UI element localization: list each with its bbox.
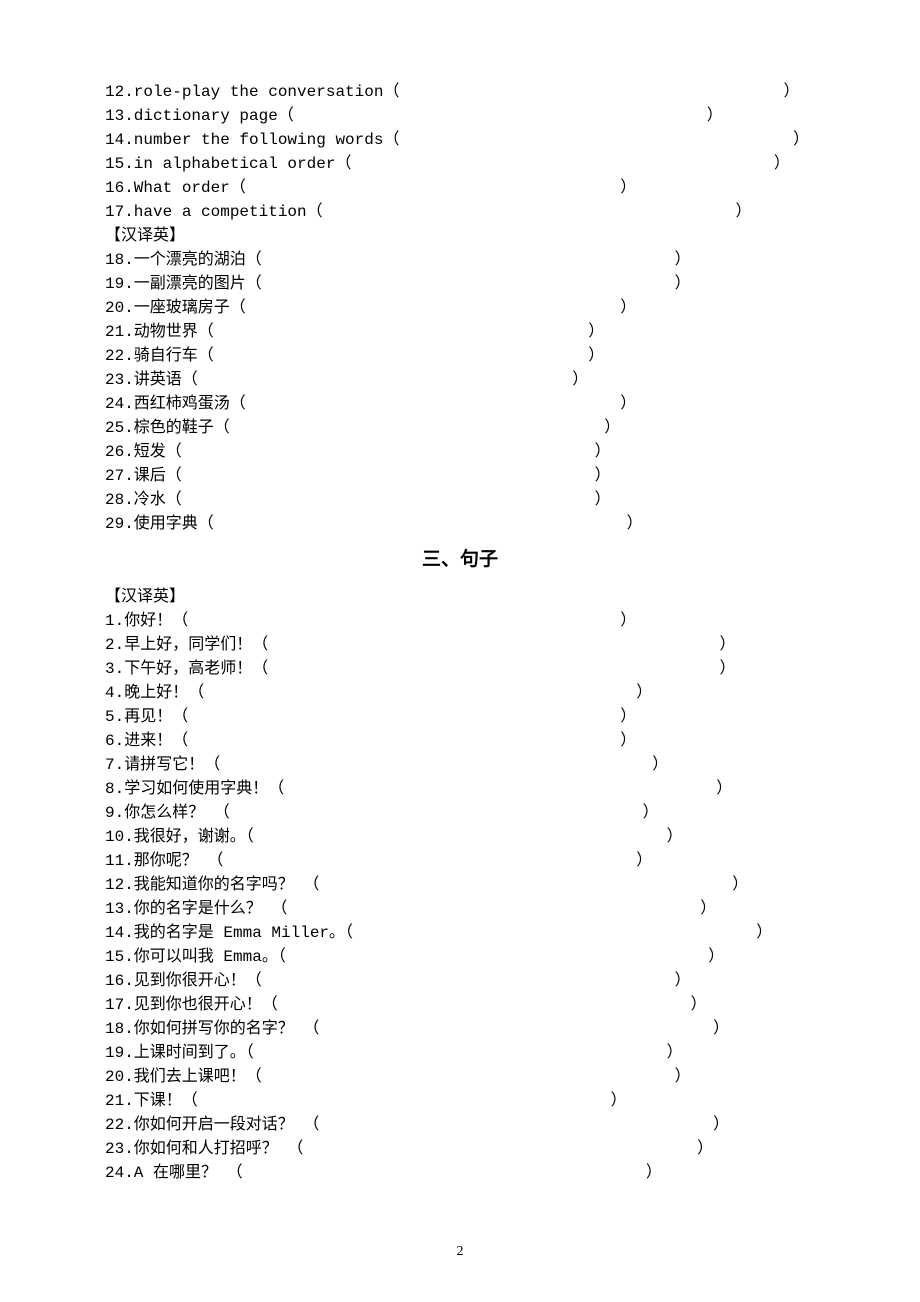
exercise-item: 24.A 在哪里？ （ ） [105,1161,815,1185]
exercise-item: 28.冷水（ ） [105,488,815,512]
exercise-item: 12.role-play the conversation（ ） [105,80,815,104]
exercise-item: 21.下课！（ ） [105,1089,815,1113]
exercise-item: 20.一座玻璃房子（ ） [105,296,815,320]
exercise-item: 17.have a competition（ ） [105,200,815,224]
exercise-item: 22.骑自行车（ ） [105,344,815,368]
exercise-item: 27.课后（ ） [105,464,815,488]
page-number: 2 [457,1241,464,1262]
exercise-item: 13.dictionary page（ ） [105,104,815,128]
exercise-item: 26.短发（ ） [105,440,815,464]
exercise-item: 23.讲英语（ ） [105,368,815,392]
exercise-item: 7.请拼写它！（ ） [105,753,815,777]
section-heading-sentences: 三、句子 [105,546,815,575]
exercise-item: 3.下午好，高老师！（ ） [105,657,815,681]
exercise-item: 10.我很好，谢谢。（ ） [105,825,815,849]
exercise-item: 25.棕色的鞋子（ ） [105,416,815,440]
exercise-item: 8.学习如何使用字典！（ ） [105,777,815,801]
exercise-list-section-3: 1.你好！（ ）2.早上好，同学们！（ ）3.下午好，高老师！（ ）4.晚上好！… [105,609,815,1185]
exercise-item: 19.上课时间到了。（ ） [105,1041,815,1065]
exercise-item: 15.你可以叫我 Emma。（ ） [105,945,815,969]
exercise-item: 23.你如何和人打招呼？ （ ） [105,1137,815,1161]
exercise-item: 14.number the following words（ ） [105,128,815,152]
exercise-item: 29.使用字典（ ） [105,512,815,536]
exercise-item: 11.那你呢？ （ ） [105,849,815,873]
exercise-item: 16.What order（ ） [105,176,815,200]
exercise-item: 21.动物世界（ ） [105,320,815,344]
exercise-item: 24.西红柿鸡蛋汤（ ） [105,392,815,416]
exercise-item: 14.我的名字是 Emma Miller。（ ） [105,921,815,945]
exercise-item: 4.晚上好！（ ） [105,681,815,705]
exercise-item: 9.你怎么样？ （ ） [105,801,815,825]
exercise-item: 5.再见！（ ） [105,705,815,729]
exercise-item: 16.见到你很开心！（ ） [105,969,815,993]
exercise-item: 18.一个漂亮的湖泊（ ） [105,248,815,272]
exercise-item: 6.进来！（ ） [105,729,815,753]
exercise-list-section-1: 12.role-play the conversation（ ）13.dicti… [105,80,815,224]
exercise-item: 12.我能知道你的名字吗？ （ ） [105,873,815,897]
section-label-cn-to-en-1: 【汉译英】 [105,224,815,248]
exercise-item: 18.你如何拼写你的名字？ （ ） [105,1017,815,1041]
section-label-cn-to-en-2: 【汉译英】 [105,585,815,609]
exercise-item: 13.你的名字是什么？ （ ） [105,897,815,921]
exercise-item: 15.in alphabetical order（ ） [105,152,815,176]
exercise-item: 17.见到你也很开心！（ ） [105,993,815,1017]
exercise-item: 20.我们去上课吧！（ ） [105,1065,815,1089]
exercise-item: 2.早上好，同学们！（ ） [105,633,815,657]
exercise-item: 22.你如何开启一段对话？ （ ） [105,1113,815,1137]
exercise-item: 19.一副漂亮的图片（ ） [105,272,815,296]
exercise-item: 1.你好！（ ） [105,609,815,633]
exercise-list-section-2: 18.一个漂亮的湖泊（ ）19.一副漂亮的图片（ ）20.一座玻璃房子（ ）21… [105,248,815,536]
